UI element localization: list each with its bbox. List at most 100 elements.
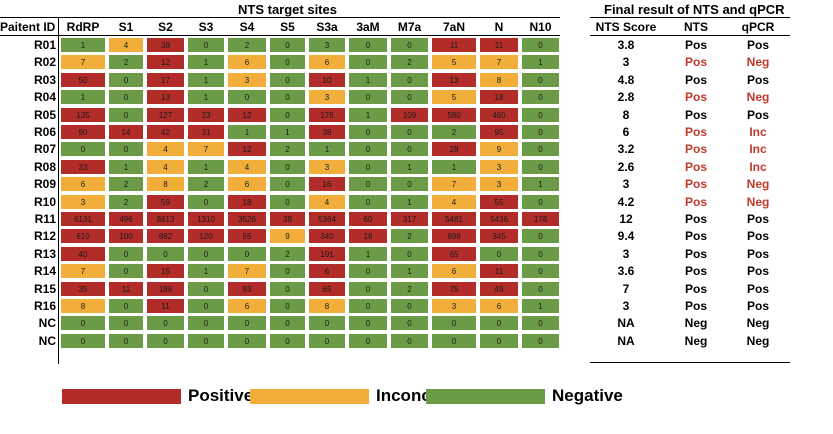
heatmap-cell: 4 [431, 194, 477, 210]
heatmap-cell: 8 [479, 72, 519, 88]
heatmap-cell: 40 [60, 246, 106, 262]
result-nts-value: Pos [684, 212, 707, 226]
result-nts-value: Pos [684, 38, 707, 52]
heatmap-cell: 0 [60, 315, 106, 331]
heatmap-cell: 11 [479, 37, 519, 53]
heatmap-cell: 0 [390, 315, 429, 331]
heatmap-top-rule [0, 17, 560, 18]
heatmap-cell: 7 [60, 263, 106, 279]
heatmap-cell: 4 [227, 159, 267, 175]
heatmap-cell: 0 [187, 281, 225, 297]
legend-label-positive: Positive [188, 386, 254, 405]
heatmap-cell: 11 [479, 263, 519, 279]
heatmap-cell: 0 [479, 333, 519, 349]
result-nts-value: Pos [684, 299, 707, 313]
row-label: R02 [33, 55, 56, 69]
heatmap-cell: 3 [431, 298, 477, 314]
heatmap-cell: 0 [521, 89, 560, 105]
heatmap-cell: 0 [60, 141, 106, 157]
result-qpcr-value: Pos [746, 108, 769, 122]
heatmap-cell: 3 [308, 89, 346, 105]
result-header-nts-score: NTS Score [595, 20, 657, 34]
heatmap-cell: 0 [521, 228, 560, 244]
heatmap-cell: 93 [227, 281, 267, 297]
heatmap-cell: 2 [269, 141, 306, 157]
result-nts-score-value: 2.6 [617, 160, 635, 174]
heatmap-cell: 50 [60, 72, 106, 88]
heatmap-cell: 0 [521, 263, 560, 279]
heatmap-cell: 0 [146, 246, 185, 262]
heatmap-cell: 0 [269, 333, 306, 349]
heatmap-cell: 0 [521, 333, 560, 349]
heatmap-cell: 3 [308, 159, 346, 175]
column-header-n: N [494, 20, 504, 34]
column-header-s4: S4 [239, 20, 255, 34]
heatmap-cell: 12 [146, 54, 185, 70]
heatmap-cell: 0 [390, 333, 429, 349]
heatmap-cell: 0 [479, 315, 519, 331]
heatmap-cell: 0 [479, 246, 519, 262]
heatmap-cell: 0 [521, 37, 560, 53]
row-label: R07 [33, 142, 56, 156]
result-qpcr-value: Inc [749, 125, 767, 139]
heatmap-cell: 0 [146, 333, 185, 349]
heatmap-cell: 38 [308, 124, 346, 140]
result-nts-score-value: 3 [622, 55, 630, 69]
heatmap-cell: 11 [431, 37, 477, 53]
heatmap-cell: 0 [108, 246, 144, 262]
heatmap-cell: 0 [269, 54, 306, 70]
column-header-s3a: S3a [316, 20, 338, 34]
heatmap-cell: 0 [348, 176, 388, 192]
heatmap-cell: 9 [479, 141, 519, 157]
heatmap-cell: 0 [269, 315, 306, 331]
heatmap-cell: 7 [431, 176, 477, 192]
heatmap-cell: 178 [521, 211, 560, 227]
result-nts-score-value: NA [617, 316, 635, 330]
heatmap-cell: 0 [187, 315, 225, 331]
heatmap-cell: 6 [227, 54, 267, 70]
row-label: R09 [33, 177, 56, 191]
heatmap-cell: 65 [431, 246, 477, 262]
heatmap-cell: 1 [269, 124, 306, 140]
result-nts-score-value: 3 [622, 247, 630, 261]
heatmap-cell: 12 [227, 141, 267, 157]
heatmap-cell: 1 [390, 194, 429, 210]
result-qpcr-value: Inc [749, 160, 767, 174]
heatmap-cell: 7 [227, 263, 267, 279]
result-nts-score-value: 3.8 [617, 38, 635, 52]
heatmap-cell: 0 [187, 246, 225, 262]
result-nts-value: Neg [684, 334, 708, 348]
heatmap-cell: 6 [431, 263, 477, 279]
heatmap-cell: 0 [390, 246, 429, 262]
result-nts-value: Neg [684, 316, 708, 330]
result-nts-score-value: 3.6 [617, 264, 635, 278]
heatmap-cell: 0 [227, 89, 267, 105]
heatmap-cell: 0 [431, 333, 477, 349]
heatmap-cell: 580 [431, 107, 477, 123]
heatmap-cell: 5436 [479, 211, 519, 227]
result-qpcr-value: Neg [746, 55, 770, 69]
heatmap-cell: 2 [269, 246, 306, 262]
heatmap-cell: 0 [108, 107, 144, 123]
row-label: R11 [34, 212, 56, 226]
heatmap-cell: 109 [390, 107, 429, 123]
heatmap-cell: 0 [108, 263, 144, 279]
column-header-s1: S1 [118, 20, 134, 34]
heatmap-cell: 0 [269, 298, 306, 314]
heatmap-cell: 13 [431, 72, 477, 88]
heatmap-cell: 7 [60, 54, 106, 70]
heatmap-cell: 6 [227, 298, 267, 314]
heatmap-cell: 59 [146, 194, 185, 210]
heatmap-cell: 0 [390, 89, 429, 105]
heatmap-cell: 460 [479, 107, 519, 123]
legend-swatch-inconclusive [250, 389, 369, 404]
heatmap-cell: 1 [60, 37, 106, 53]
result-nts-score-value: 7 [622, 282, 630, 296]
heatmap-cell: 55 [227, 228, 267, 244]
heatmap-cell: 1 [308, 141, 346, 157]
heatmap-cell: 0 [348, 263, 388, 279]
row-label: R08 [33, 160, 56, 174]
result-nts-value: Pos [684, 108, 707, 122]
result-top-rule [590, 17, 790, 18]
heatmap-cell: 6 [60, 176, 106, 192]
